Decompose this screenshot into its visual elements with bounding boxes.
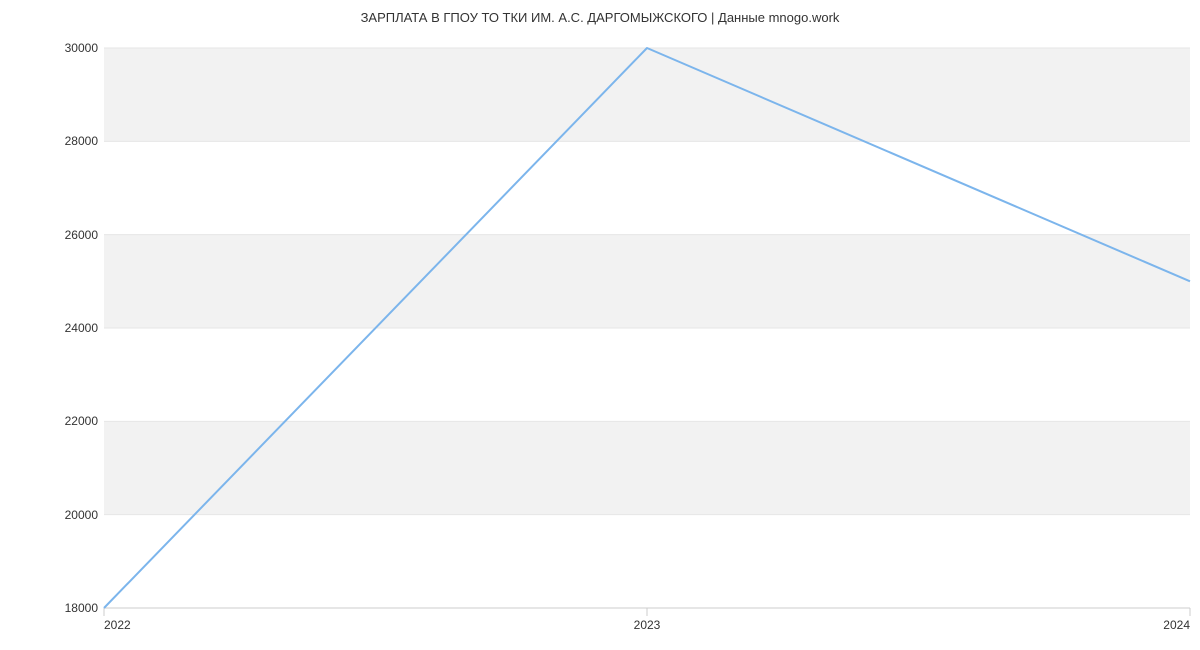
x-tick-label: 2023 [634, 618, 661, 632]
chart-title: ЗАРПЛАТА В ГПОУ ТО ТКИ ИМ. А.С. ДАРГОМЫЖ… [0, 10, 1200, 25]
y-tick-label: 24000 [0, 321, 98, 335]
plot-area [104, 48, 1190, 608]
x-tick-label: 2024 [1163, 618, 1190, 632]
y-tick-label: 30000 [0, 41, 98, 55]
y-tick-label: 20000 [0, 508, 98, 522]
y-tick-label: 18000 [0, 601, 98, 615]
y-tick-label: 28000 [0, 134, 98, 148]
x-tick-label: 2022 [104, 618, 131, 632]
chart-svg [104, 48, 1190, 618]
y-tick-label: 22000 [0, 414, 98, 428]
y-tick-label: 26000 [0, 228, 98, 242]
